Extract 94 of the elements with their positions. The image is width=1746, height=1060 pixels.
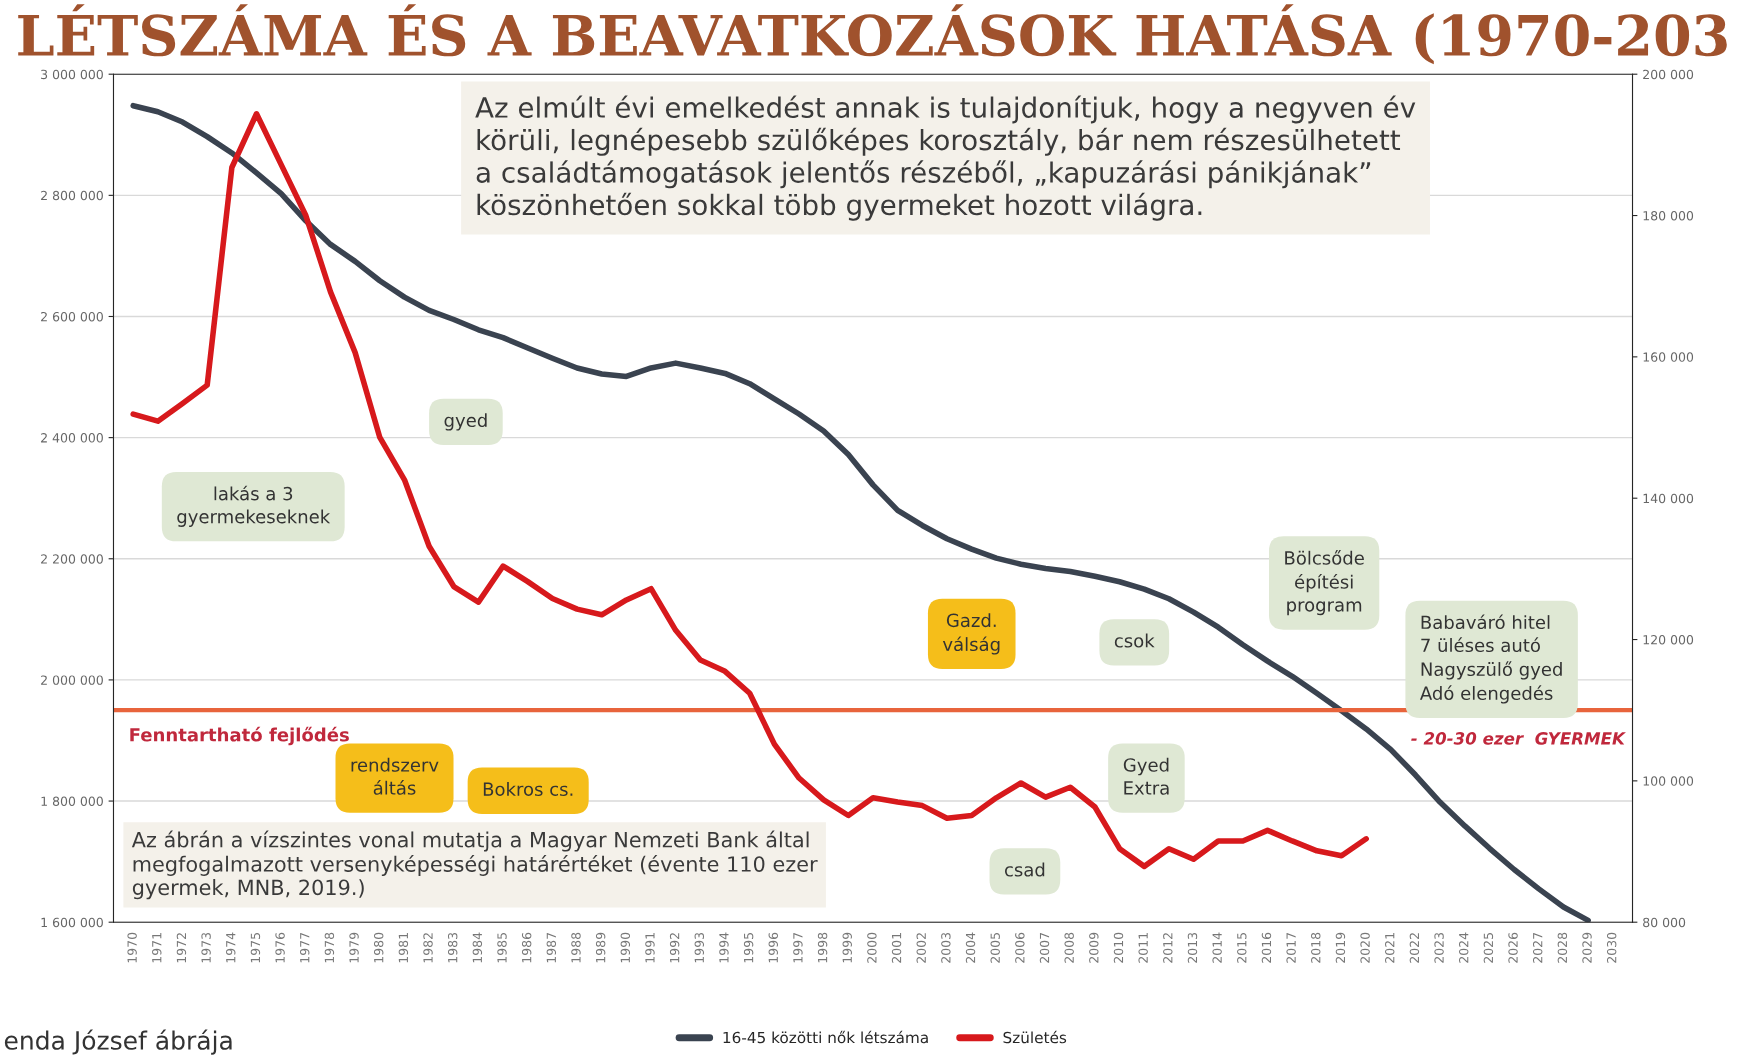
x-tick-label: 2023 xyxy=(1434,932,1444,963)
annotation: Babaváró hitel 7 üléses autó Nagyszülő gyed Adó elengedés xyxy=(1419,614,1562,704)
annotation: rendszerv áltás xyxy=(351,757,439,795)
x-tick-label: 1999 xyxy=(842,932,852,963)
x-tick-label: 1991 xyxy=(645,933,655,963)
x-tick-label: 2025 xyxy=(1483,933,1494,963)
x-tick-label: 1981 xyxy=(398,933,409,963)
x-tick-label: 1990 xyxy=(620,932,631,963)
y2-tick-label: 160 000 xyxy=(1643,352,1694,362)
x-tick-label: 2003 xyxy=(941,932,951,963)
annotation: Gyed Extra xyxy=(1123,757,1169,795)
x-tick-label: 1984 xyxy=(472,932,483,963)
x-tick-label: 1983 xyxy=(447,932,458,963)
x-tick-label: 2028 xyxy=(1557,932,1568,963)
x-tick-label: 2015 xyxy=(1237,933,1247,963)
annotation: Gazd. válság xyxy=(942,613,1000,655)
y2-tick-label: 120 000 xyxy=(1643,635,1694,645)
x-tick-label: 1994 xyxy=(719,932,729,963)
x-tick-label: 2017 xyxy=(1286,932,1296,963)
x-tick-label: 2001 xyxy=(891,933,902,963)
x-tick-label: 2007 xyxy=(1039,932,1050,963)
x-tick-label: 1975 xyxy=(250,933,261,963)
y2-tick-label: 80 000 xyxy=(1643,917,1686,928)
x-tick-label: 2013 xyxy=(1187,932,1198,963)
chart-title: LÉTSZÁMA ÉS A BEAVATKOZÁSOK HATÁSA (1970-203 xyxy=(18,4,1727,65)
x-tick-label: 2006 xyxy=(1015,932,1025,963)
x-tick-label: 1980 xyxy=(373,932,384,963)
y-tick-label: 2 000 000 xyxy=(41,675,103,685)
y2-tick-label: 100 000 xyxy=(1643,776,1694,786)
legend-label: Születés xyxy=(1003,1030,1067,1044)
x-tick-label: 2022 xyxy=(1409,933,1420,963)
annotation: Bokros cs. xyxy=(483,782,573,796)
x-tick-label: 1979 xyxy=(349,932,359,963)
x-tick-label: 1977 xyxy=(300,932,310,963)
y2-tick-label: 180 000 xyxy=(1643,211,1694,221)
y-tick-label: 2 800 000 xyxy=(41,190,103,201)
x-tick-label: 2005 xyxy=(990,933,1000,963)
annotation: gyed xyxy=(444,413,487,431)
annotation: - 20-30 ezer GYERMEK xyxy=(1411,732,1626,745)
y-tick-label: 2 600 000 xyxy=(41,311,103,322)
x-tick-label: 2029 xyxy=(1582,932,1592,963)
x-tick-label: 2008 xyxy=(1064,932,1074,963)
annotation: Bölcsőde építési program xyxy=(1285,550,1364,616)
x-tick-label: 1974 xyxy=(226,932,236,963)
x-tick-label: 1992 xyxy=(669,933,680,963)
legend-label: 16-45 közötti nők létszáma xyxy=(723,1030,928,1044)
x-tick-label: 1978 xyxy=(324,932,335,963)
x-tick-label: 1982 xyxy=(423,933,433,963)
x-tick-label: 2011 xyxy=(1138,933,1148,963)
x-tick-label: 1997 xyxy=(793,932,803,963)
annotation: Az elmúlt évi emelkedést annak is tulajdonítjuk, hogy a negyven év körüli, legnépesebb szülőképes korosztály, bár nem részesülhetett a családtámogatások jelentős részéből, „kapuzárási pánikjának” köszönhetően sokkal több gyermeket hozott világra. xyxy=(475,95,1416,221)
x-tick-label: 2009 xyxy=(1089,932,1099,963)
x-tick-label: 1995 xyxy=(743,933,754,963)
x-tick-label: 2000 xyxy=(867,932,877,963)
x-tick-label: 2014 xyxy=(1212,932,1222,963)
y-tick-label: 3 000 000 xyxy=(41,69,103,80)
x-tick-label: 2004 xyxy=(965,932,976,963)
x-tick-label: 1993 xyxy=(694,932,705,963)
x-tick-label: 1988 xyxy=(571,932,581,963)
y-tick-label: 2 200 000 xyxy=(41,554,103,564)
x-tick-label: 2021 xyxy=(1385,933,1395,963)
x-tick-label: 2016 xyxy=(1261,932,1272,963)
x-tick-label: 1973 xyxy=(201,932,211,963)
y-tick-label: 2 400 000 xyxy=(41,433,103,443)
y2-tick-label: 140 000 xyxy=(1643,493,1694,504)
x-tick-label: 2030 xyxy=(1606,932,1617,963)
x-tick-label: 2018 xyxy=(1311,932,1321,963)
x-tick-label: 1987 xyxy=(546,932,557,963)
x-tick-label: 1976 xyxy=(275,932,285,963)
x-tick-label: 2027 xyxy=(1532,932,1543,963)
ref-line-label: Fenntartható fejlődés xyxy=(130,726,349,746)
x-tick-label: 1996 xyxy=(768,932,778,963)
x-tick-label: 2019 xyxy=(1335,932,1346,963)
x-tick-label: 2026 xyxy=(1508,932,1518,963)
x-tick-label: 1971 xyxy=(152,933,162,963)
x-tick-label: 1989 xyxy=(595,932,606,963)
x-tick-label: 2012 xyxy=(1163,933,1173,963)
x-tick-label: 1972 xyxy=(176,933,187,963)
x-tick-label: 2024 xyxy=(1459,932,1469,963)
x-tick-label: 2020 xyxy=(1360,932,1370,963)
x-tick-label: 1986 xyxy=(521,932,532,963)
x-tick-label: 1998 xyxy=(817,932,828,963)
x-tick-label: 1970 xyxy=(127,932,137,963)
y-tick-label: 1 600 000 xyxy=(41,917,103,928)
x-tick-label: 2010 xyxy=(1113,932,1124,963)
annotation: csok xyxy=(1114,633,1155,648)
y-tick-label: 1 800 000 xyxy=(41,796,103,806)
y2-tick-label: 200 000 xyxy=(1643,69,1694,80)
annotation: lakás a 3 gyermekeseknek xyxy=(177,485,331,527)
annotation: csad xyxy=(1004,862,1045,877)
x-tick-label: 1985 xyxy=(497,933,507,963)
text: enda József ábrája xyxy=(4,1029,232,1055)
annotation: Az ábrán a vízszintes vonal mutatja a Magyar Nemzeti Bank által megfogalmazott versenyképességi határértéket (évente 110 ezer gyermek, MNB, 2019.) xyxy=(131,830,818,900)
x-tick-label: 2002 xyxy=(916,933,926,963)
